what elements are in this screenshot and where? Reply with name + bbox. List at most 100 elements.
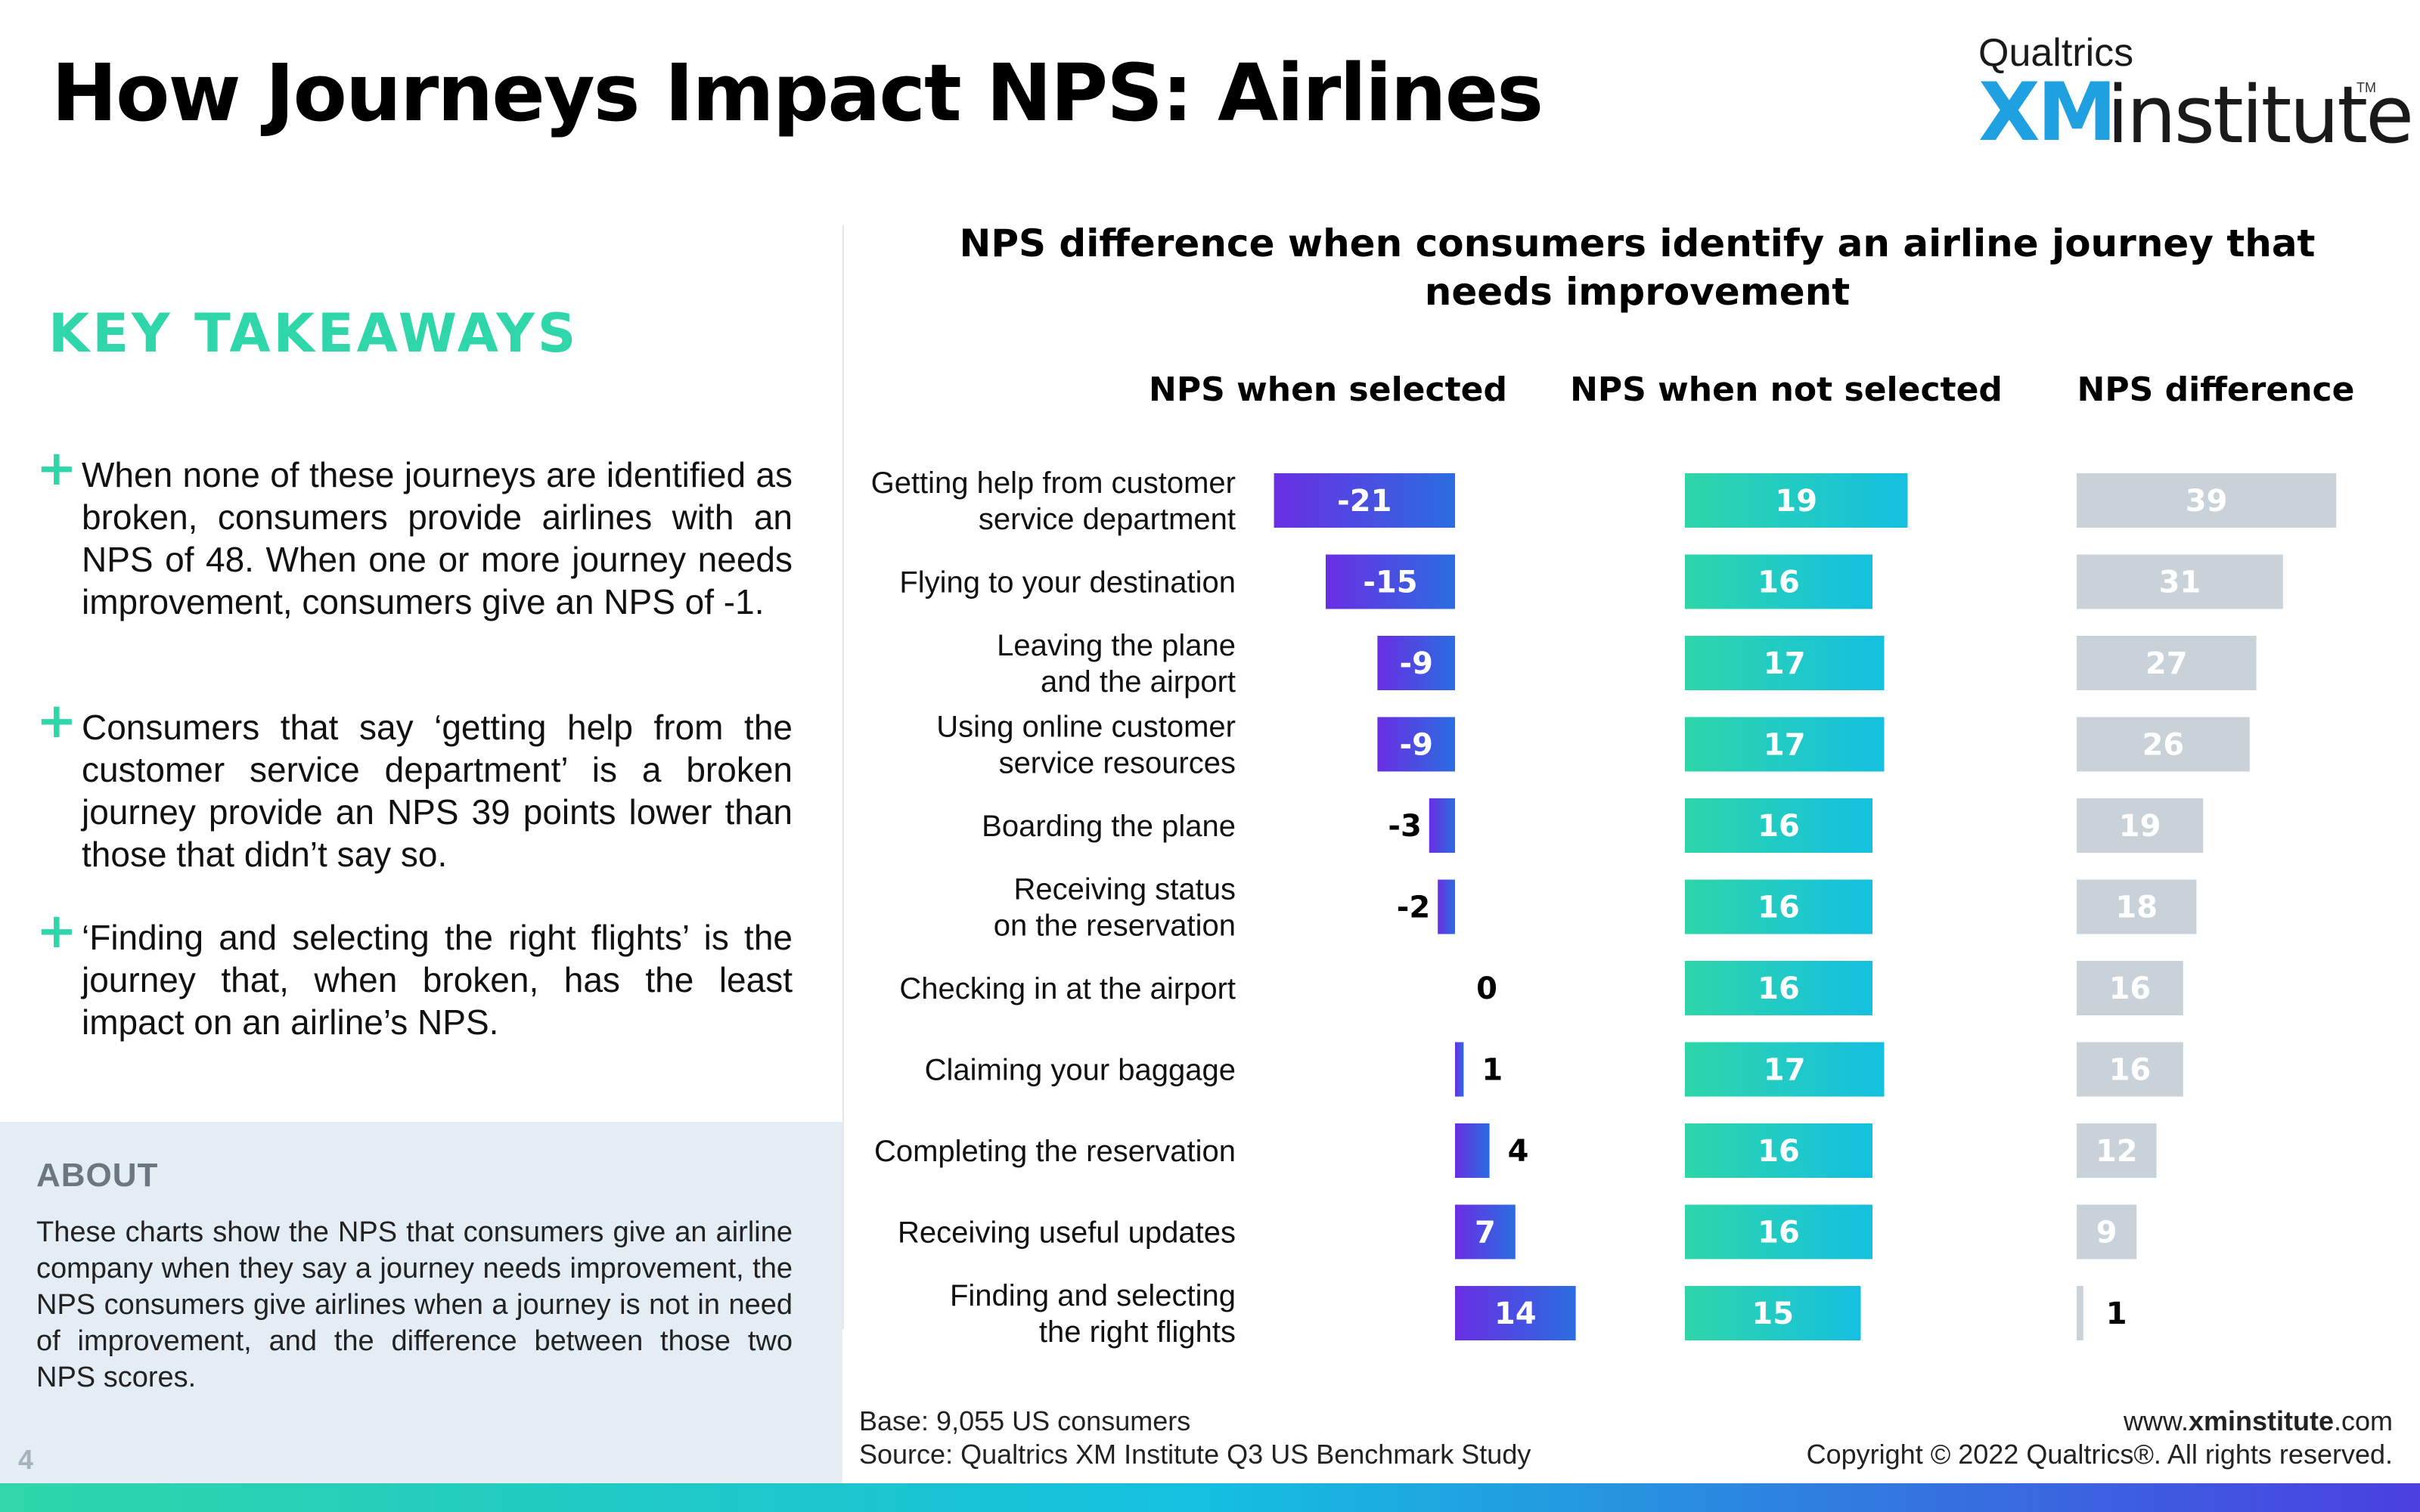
value-label-selected: -3 — [1388, 809, 1421, 844]
bar-difference — [2077, 473, 2337, 528]
page-number: 4 — [18, 1444, 34, 1475]
column-header-selected: NPS when selected — [1149, 370, 1507, 409]
bar-not-selected — [1685, 717, 1885, 772]
value-label-selected: 14 — [1494, 1297, 1537, 1331]
about-text: These charts show the NPS that consumers… — [36, 1216, 793, 1393]
value-label-difference: 16 — [2109, 971, 2152, 1006]
bar-difference — [2077, 636, 2257, 690]
value-label-difference: 31 — [2159, 565, 2201, 600]
category-label: Completing the reservation — [874, 1135, 1236, 1168]
bar-not-selected — [1685, 1042, 1885, 1097]
value-label-not-selected: 16 — [1758, 1216, 1800, 1250]
value-label-difference: 1 — [2106, 1297, 2127, 1331]
logo-qualtrics-text: Qualtrics — [1978, 31, 2134, 75]
website-link[interactable]: www.xminstitute.com — [1807, 1405, 2393, 1438]
bar-difference — [2077, 961, 2183, 1015]
bar-selected — [1429, 798, 1455, 853]
xm-institute-logo: Qualtrics XM institute TM — [1978, 30, 2414, 154]
bar-difference — [2077, 717, 2250, 772]
bar-difference — [2077, 1042, 2183, 1097]
takeaway-text: Consumers that say ‘getting help from th… — [82, 708, 793, 874]
value-label-not-selected: 19 — [1775, 484, 1817, 519]
bar-selected — [1438, 879, 1455, 934]
about-panel: ABOUT These charts show the NPS that con… — [0, 1122, 842, 1483]
plus-icon: + — [36, 693, 77, 749]
takeaway-item: + ‘Finding and selecting the right fligh… — [36, 907, 793, 1043]
bar-selected — [1455, 1286, 1576, 1340]
value-label-selected: -9 — [1399, 646, 1432, 681]
bar-difference — [2077, 1204, 2137, 1259]
source-note: Source: Qualtrics XM Institute Q3 US Ben… — [859, 1439, 1531, 1470]
bar-difference — [2077, 1286, 2083, 1340]
website-domain: xminstitute — [2188, 1405, 2334, 1436]
category-label: Boarding the plane — [982, 810, 1236, 843]
bar-not-selected — [1685, 879, 1872, 934]
bar-selected — [1377, 717, 1455, 772]
bar-not-selected — [1685, 1204, 1872, 1259]
footer-source: Base: 9,055 US consumers Source: Qualtri… — [859, 1405, 1531, 1471]
category-label: Receiving useful updates — [898, 1216, 1236, 1250]
value-label-not-selected: 17 — [1764, 728, 1806, 763]
category-label: Finding and selecting the right flights — [950, 1279, 1236, 1349]
base-note: Base: 9,055 US consumers — [859, 1405, 1191, 1436]
bar-selected — [1326, 554, 1455, 609]
bar-difference — [2077, 554, 2283, 609]
takeaway-text: ‘Finding and selecting the right flights… — [82, 918, 793, 1042]
bar-not-selected — [1685, 798, 1872, 853]
website-prefix: www. — [2123, 1405, 2189, 1436]
category-label: Flying to your destination — [899, 566, 1236, 600]
copyright-text: Copyright © 2022 Qualtrics®. All rights … — [1806, 1439, 2393, 1470]
panel-divider — [842, 225, 844, 1329]
value-label-not-selected: 16 — [1758, 809, 1800, 844]
value-label-not-selected: 16 — [1758, 1134, 1800, 1169]
value-label-difference: 18 — [2115, 891, 2158, 925]
bar-difference — [2077, 798, 2204, 853]
value-label-difference: 16 — [2109, 1053, 2152, 1088]
bar-selected — [1455, 1123, 1490, 1178]
bar-difference — [2077, 1123, 2157, 1178]
plus-icon: + — [36, 903, 77, 959]
value-label-not-selected: 16 — [1758, 971, 1800, 1006]
value-label-not-selected: 16 — [1758, 891, 1800, 925]
bar-selected — [1377, 636, 1455, 690]
category-label: Leaving the plane and the airport — [997, 629, 1236, 699]
key-takeaways-heading: KEY TAKEAWAYS — [48, 302, 579, 364]
category-label: Using online customer service resources — [936, 711, 1236, 780]
logo-xm-text: XM — [1978, 66, 2117, 159]
value-label-selected: 1 — [1481, 1053, 1503, 1088]
takeaway-item: + When none of these journeys are identi… — [36, 445, 793, 623]
column-header-difference: NPS difference — [2077, 370, 2355, 409]
bar-selected — [1274, 473, 1455, 528]
value-label-not-selected: 16 — [1758, 565, 1800, 600]
bottom-gradient-bar — [0, 1483, 2420, 1512]
value-label-selected: -15 — [1363, 565, 1417, 600]
takeaway-text: When none of these journeys are identifi… — [82, 455, 793, 621]
value-label-difference: 9 — [2096, 1216, 2118, 1250]
bar-not-selected — [1685, 961, 1872, 1015]
value-label-difference: 39 — [2186, 484, 2228, 519]
bar-not-selected — [1685, 636, 1885, 690]
bar-not-selected — [1685, 554, 1872, 609]
value-label-difference: 27 — [2145, 646, 2188, 681]
bar-difference — [2077, 879, 2197, 934]
value-label-difference: 26 — [2142, 728, 2185, 763]
value-label-selected: 7 — [1475, 1216, 1496, 1250]
value-label-not-selected: 17 — [1764, 646, 1806, 681]
bar-selected — [1455, 1042, 1464, 1097]
logo-institute-text: institute — [2107, 69, 2414, 161]
logo-trademark: TM — [2356, 80, 2376, 95]
category-label: Claiming your baggage — [925, 1054, 1236, 1087]
value-label-not-selected: 15 — [1751, 1297, 1794, 1331]
value-label-difference: 19 — [2119, 809, 2161, 844]
category-label: Checking in at the airport — [899, 972, 1236, 1005]
plus-icon: + — [36, 441, 77, 497]
value-label-selected: -2 — [1397, 891, 1430, 925]
value-label-not-selected: 17 — [1764, 1053, 1806, 1088]
column-header-not-selected: NPS when not selected — [1570, 370, 2003, 409]
category-label: Receiving status on the reservation — [994, 873, 1236, 943]
footer-copyright: www.xminstitute.com Copyright © 2022 Qua… — [1807, 1405, 2393, 1471]
category-label: Getting help from customer service depart… — [871, 466, 1236, 536]
bar-not-selected — [1685, 473, 1908, 528]
bar-not-selected — [1685, 1123, 1872, 1178]
